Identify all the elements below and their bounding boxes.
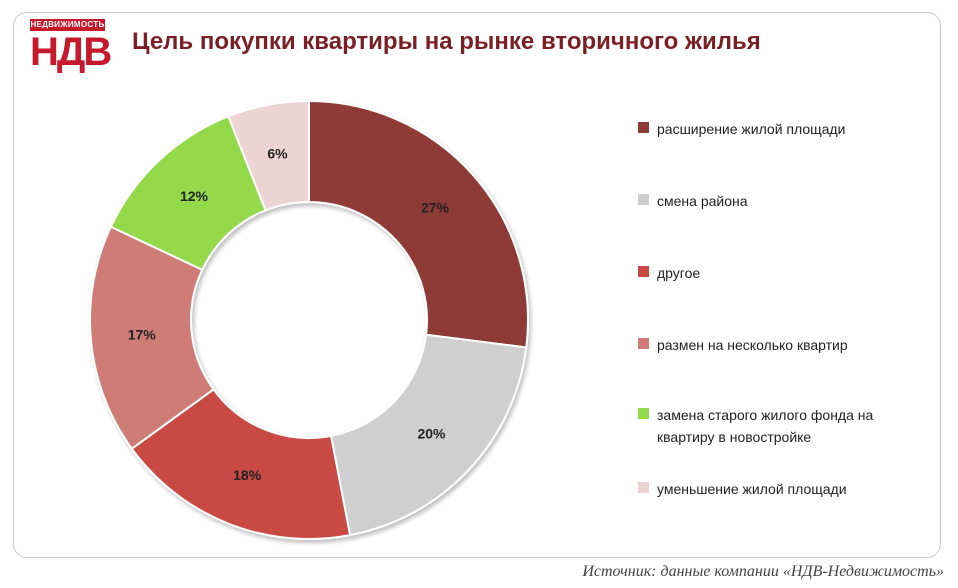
legend-swatch	[638, 266, 649, 277]
slice-label-1: 27%	[421, 200, 450, 216]
slice-label-4: 17%	[128, 327, 157, 343]
legend-label: расширение жилой площади	[657, 121, 846, 137]
legend-swatch	[638, 194, 649, 205]
slice-label-2: 20%	[417, 426, 446, 442]
legend-label: другое	[657, 265, 701, 281]
slice-3	[130, 387, 352, 540]
legend-item-5: замена старого жилого фонда на квартиру …	[638, 404, 927, 448]
legend-item-2: смена района	[638, 190, 927, 212]
legend-swatch	[638, 122, 649, 133]
logo-main-text: НДВ	[30, 30, 112, 74]
slice-1	[308, 99, 529, 349]
legend-swatch	[638, 482, 649, 493]
slice-4	[89, 225, 215, 451]
legend-item-4: размен на несколько квартир	[638, 334, 927, 356]
slice-2	[329, 333, 528, 537]
legend-label: смена района	[657, 193, 748, 209]
legend-swatch	[638, 408, 649, 419]
legend-item-3: другое	[638, 262, 927, 284]
legend-label: уменьшение жилой площади	[657, 481, 847, 497]
legend-label: замена старого жилого фонда на квартиру …	[657, 407, 874, 445]
company-logo: НЕДВИЖИМОСТЬ НДВ	[30, 19, 112, 74]
chart-title: Цель покупки квартиры на рынке вторичног…	[132, 28, 761, 55]
slice-label-6: 6%	[267, 146, 288, 162]
slice-label-5: 12%	[180, 188, 209, 204]
legend-item-1: расширение жилой площади	[638, 118, 927, 140]
logo-top-text: НЕДВИЖИМОСТЬ	[30, 19, 105, 31]
slice-6	[227, 99, 310, 212]
legend-label: размен на несколько квартир	[657, 337, 848, 353]
source-note: Источник: данные компании «НДВ-Недвижимо…	[582, 563, 944, 580]
legend-item-6: уменьшение жилой площади	[638, 478, 927, 500]
legend-swatch	[638, 338, 649, 349]
slice-label-3: 18%	[233, 467, 262, 483]
